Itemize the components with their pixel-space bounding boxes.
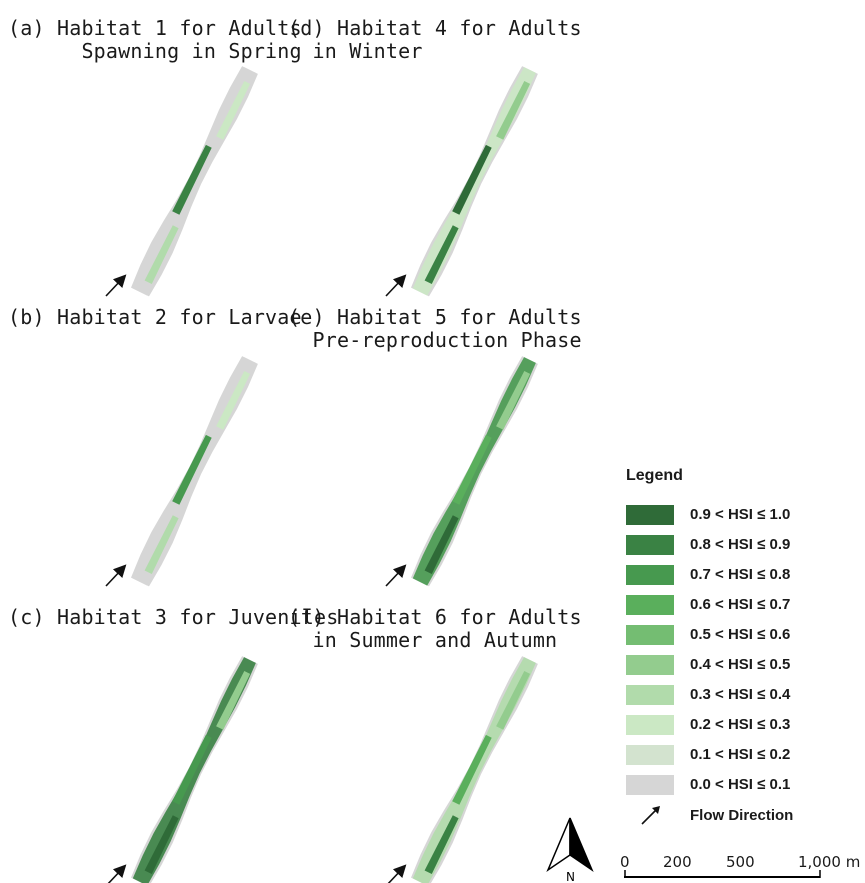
legend-item: 0.1 < HSI ≤ 0.2 [626, 743, 856, 767]
legend-item: 0.9 < HSI ≤ 1.0 [626, 503, 856, 527]
north-arrow-icon [546, 817, 594, 873]
legend-label: 0.3 < HSI ≤ 0.4 [690, 686, 791, 703]
legend-swatch [626, 595, 674, 615]
river-map-e [411, 356, 538, 587]
legend-swatch [626, 565, 674, 585]
habitat-patch [172, 734, 212, 805]
habitat-patch [216, 371, 251, 430]
legend-item-flow: Flow Direction [626, 804, 856, 828]
panel-title-a: (a) Habitat 1 for Adults Spawning in Spr… [8, 16, 302, 63]
flow-arrow-icon [385, 274, 407, 297]
flow-arrow-icon [385, 564, 407, 587]
habitat-patch [452, 144, 492, 215]
legend-swatch [626, 625, 674, 645]
legend-item: 0.5 < HSI ≤ 0.6 [626, 623, 856, 647]
scale-bar [624, 870, 821, 878]
flow-arrow-icon [387, 864, 407, 883]
panel-title-e: (e) Habitat 5 for Adults Pre-reproductio… [288, 305, 582, 352]
scale-tick-0: 0 [620, 853, 630, 871]
legend-label: 0.5 < HSI ≤ 0.6 [690, 626, 791, 643]
panel-title-c: (c) Habitat 3 for Juveniles [8, 605, 339, 629]
legend-label: 0.1 < HSI ≤ 0.2 [690, 746, 791, 763]
habitat-patch [496, 371, 531, 430]
river-map-b [131, 356, 258, 587]
legend-label-flow: Flow Direction [690, 807, 794, 824]
habitat-patch [172, 144, 212, 215]
habitat-patch [496, 81, 531, 140]
habitat-patch [424, 815, 459, 874]
legend-swatch [626, 745, 674, 765]
legend-label: 0.0 < HSI ≤ 0.1 [690, 776, 791, 793]
habitat-patch [144, 515, 179, 574]
flow-arrow-icon [107, 864, 127, 883]
habitat-patch [216, 671, 251, 730]
legend-item: 0.7 < HSI ≤ 0.8 [626, 563, 856, 587]
legend-swatch [626, 505, 674, 525]
legend-item: 0.4 < HSI ≤ 0.5 [626, 653, 856, 677]
legend-item: 0.6 < HSI ≤ 0.7 [626, 593, 856, 617]
scale-tick-200: 200 [663, 853, 692, 871]
river-map-a [131, 66, 258, 297]
legend-swatch [626, 715, 674, 735]
river-map-f [411, 656, 538, 883]
legend-label: 0.4 < HSI ≤ 0.5 [690, 656, 791, 673]
habitat-patch [144, 225, 179, 284]
habitat-patch [424, 225, 459, 284]
habitat-patch [172, 434, 212, 505]
habitat-patch [216, 81, 251, 140]
flow-arrow-icon [641, 806, 660, 825]
flow-arrow-icon [105, 564, 127, 587]
flow-arrow-icon [105, 274, 127, 297]
panel-title-f: (f) Habitat 6 for Adults in Summer and A… [288, 605, 582, 652]
river-map-c [131, 656, 258, 883]
legend-item: 0.2 < HSI ≤ 0.3 [626, 713, 856, 737]
scale-tick-1000: 1,000 m [798, 853, 861, 871]
legend-label: 0.6 < HSI ≤ 0.7 [690, 596, 791, 613]
legend-label: 0.9 < HSI ≤ 1.0 [690, 506, 791, 523]
legend-label: 0.8 < HSI ≤ 0.9 [690, 536, 791, 553]
legend-swatch [626, 655, 674, 675]
legend-swatch [626, 775, 674, 795]
habitat-patch [424, 515, 459, 574]
habitat-patch [452, 734, 492, 805]
legend-label: 0.7 < HSI ≤ 0.8 [690, 566, 791, 583]
legend-swatch [626, 535, 674, 555]
legend-item: 0.3 < HSI ≤ 0.4 [626, 683, 856, 707]
north-label: N [566, 870, 575, 883]
legend-item: 0.0 < HSI ≤ 0.1 [626, 773, 856, 797]
legend-title: Legend [626, 467, 683, 484]
habitat-patch [452, 434, 492, 505]
panel-title-b: (b) Habitat 2 for Larvae [8, 305, 302, 329]
legend-label: 0.2 < HSI ≤ 0.3 [690, 716, 791, 733]
habitat-patch [496, 671, 531, 730]
legend-item: 0.8 < HSI ≤ 0.9 [626, 533, 856, 557]
legend-swatch [626, 685, 674, 705]
habitat-patch [144, 815, 179, 874]
river-map-d [411, 66, 538, 297]
scale-tick-500: 500 [726, 853, 755, 871]
panel-title-d: (d) Habitat 4 for Adults in Winter [288, 16, 582, 63]
